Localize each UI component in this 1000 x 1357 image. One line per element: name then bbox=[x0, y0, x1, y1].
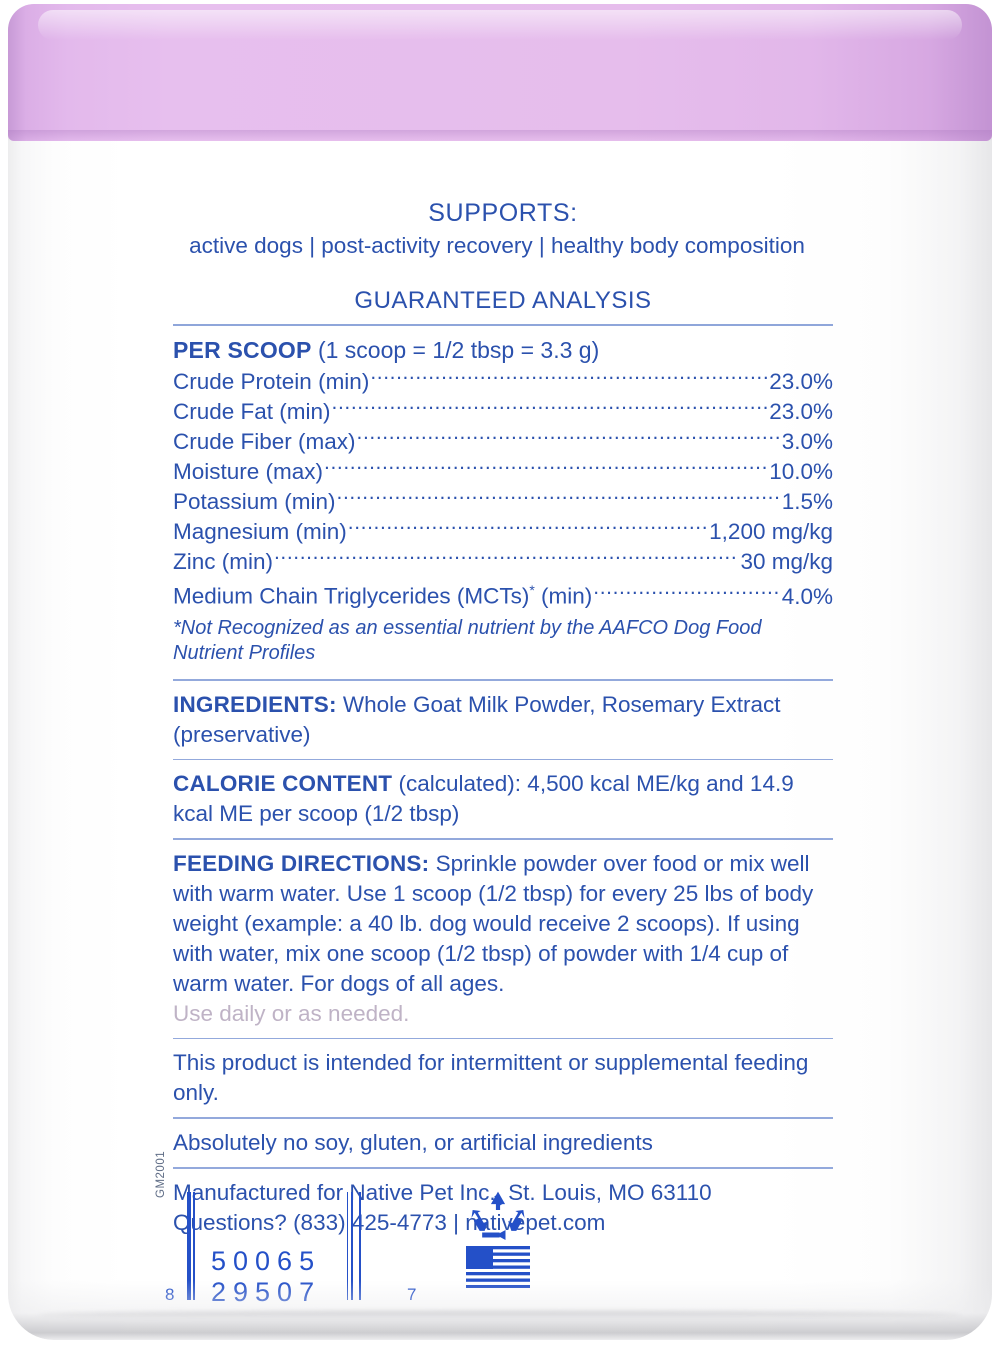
barcode-bar bbox=[187, 1192, 191, 1300]
nutrient-value: 4.0% bbox=[781, 583, 833, 609]
manufacturer-section: Manufactured for Native Pet Inc., St. Lo… bbox=[173, 1169, 833, 1247]
guaranteed-analysis-row: Crude Fat (min) 23.0% bbox=[173, 396, 833, 426]
guaranteed-analysis-row: Magnesium (min) 1,200 mg/kg bbox=[173, 516, 833, 546]
guaranteed-analysis-row: Crude Protein (min) 23.0% bbox=[173, 366, 833, 396]
nutrient-value: 1.5% bbox=[781, 488, 833, 514]
lid-rim-shadow bbox=[8, 130, 992, 141]
feeding-directions-line: FEEDING DIRECTIONS: Sprinkle powder over… bbox=[173, 849, 833, 999]
leader-dots bbox=[274, 546, 739, 569]
feeding-directions-label: FEEDING DIRECTIONS: bbox=[173, 850, 430, 876]
manufacturer-line-2: Questions? (833) 425-4773 | nativepet.co… bbox=[173, 1209, 606, 1235]
container-lid bbox=[8, 4, 992, 141]
nutrient-name: Medium Chain Triglycerides (MCTs)* (min) bbox=[173, 582, 593, 609]
divider-ingredients bbox=[173, 679, 833, 681]
guaranteed-analysis-row: Medium Chain Triglycerides (MCTs)* (min)… bbox=[173, 576, 833, 611]
guaranteed-analysis-row: Potassium (min) 1.5% bbox=[173, 486, 833, 516]
nutrient-footnote-marker: * bbox=[529, 582, 535, 598]
divider-top bbox=[173, 324, 833, 326]
product-label: SUPPORTS: active dogs | post-activity re… bbox=[173, 199, 833, 1247]
intermittent-notice: This product is intended for intermitten… bbox=[173, 1050, 809, 1106]
aafco-footnote: *Not Recognized as an essential nutrient… bbox=[173, 617, 762, 664]
nutrient-name: Crude Fiber (max) bbox=[173, 428, 356, 454]
nutrient-name: Zinc (min) bbox=[173, 548, 273, 574]
leader-dots bbox=[370, 366, 768, 389]
nutrient-value: 1,200 mg/kg bbox=[709, 518, 833, 544]
nutrient-name: Potassium (min) bbox=[173, 488, 336, 514]
recycle-icon bbox=[471, 1191, 525, 1240]
manufacturer-line-1: Manufactured for Native Pet Inc., St. Lo… bbox=[173, 1179, 712, 1205]
intermittent-notice-section: This product is intended for intermitten… bbox=[173, 1039, 833, 1117]
product-container: SUPPORTS: active dogs | post-activity re… bbox=[8, 4, 992, 1340]
per-scoop-line: PER SCOOP (1 scoop = 1/2 tbsp = 3.3 g) bbox=[173, 337, 833, 364]
per-scoop-label: PER SCOOP bbox=[173, 337, 312, 363]
divider-calories bbox=[173, 758, 833, 761]
guaranteed-analysis-row: Crude Fiber (max) 3.0% bbox=[173, 426, 833, 456]
internal-code-label: GM2001 bbox=[155, 1150, 167, 1198]
divider-claim bbox=[173, 1117, 833, 1119]
barcode-bar bbox=[359, 1192, 361, 1300]
nutrient-name: Magnesium (min) bbox=[173, 518, 347, 544]
no-ingredients-claim-section: Absolutely no soy, gluten, or artificial… bbox=[173, 1119, 833, 1167]
calorie-content-line: CALORIE CONTENT (calculated): 4,500 kcal… bbox=[173, 769, 833, 829]
nutrient-value: 10.0% bbox=[769, 458, 833, 484]
nutrient-value: 30 mg/kg bbox=[740, 548, 833, 574]
leader-dots bbox=[348, 516, 708, 539]
guaranteed-analysis-heading: GUARANTEED ANALYSIS bbox=[354, 287, 652, 314]
compliance-icons bbox=[453, 1190, 543, 1288]
calorie-content-text: (calculated): 4,500 kcal ME/kg and 14.9 … bbox=[173, 771, 794, 827]
guaranteed-analysis-section: PER SCOOP (1 scoop = 1/2 tbsp = 3.3 g) C… bbox=[173, 326, 833, 679]
guaranteed-analysis-rows: Crude Protein (min) 23.0% Crude Fat (min) 2… bbox=[173, 366, 833, 611]
barcode-bars bbox=[187, 1192, 513, 1300]
barcode-bar bbox=[193, 1192, 195, 1300]
calorie-content-label: CALORIE CONTENT bbox=[173, 771, 393, 797]
leader-dots bbox=[332, 396, 769, 419]
nutrient-value: 23.0% bbox=[769, 368, 833, 394]
barcode-bar bbox=[346, 1192, 349, 1300]
container-bottom-shadow bbox=[38, 1311, 962, 1318]
ingredients-label: INGREDIENTS: bbox=[173, 691, 337, 717]
nutrient-name: Moisture (max) bbox=[173, 458, 324, 484]
divider-feeding bbox=[173, 838, 833, 840]
divider-intermittent bbox=[173, 1037, 833, 1040]
nutrient-value: 3.0% bbox=[781, 428, 833, 454]
feeding-directions-section: FEEDING DIRECTIONS: Sprinkle powder over… bbox=[173, 840, 833, 1038]
ingredients-line: INGREDIENTS: Whole Goat Milk Powder, Ros… bbox=[173, 690, 833, 750]
calorie-content-section: CALORIE CONTENT (calculated): 4,500 kcal… bbox=[173, 760, 833, 838]
guaranteed-analysis-row: Zinc (min) 30 mg/kg bbox=[173, 546, 833, 576]
ingredients-section: INGREDIENTS: Whole Goat Milk Powder, Ros… bbox=[173, 681, 833, 759]
divider-manufacturer bbox=[173, 1166, 833, 1169]
nutrient-name: Crude Protein (min) bbox=[173, 368, 370, 394]
lid-gloss-highlight bbox=[38, 10, 962, 40]
container-bottom-rim bbox=[8, 1280, 992, 1340]
feeding-directions-faded-line: Use daily or as needed. bbox=[173, 1000, 410, 1026]
leader-dots bbox=[593, 581, 780, 604]
no-ingredients-claim: Absolutely no soy, gluten, or artificial… bbox=[173, 1129, 653, 1155]
nutrient-value: 23.0% bbox=[769, 398, 833, 424]
ingredients-text: Whole Goat Milk Powder, Rosemary Extract… bbox=[173, 691, 781, 747]
leader-dots bbox=[324, 456, 768, 479]
supports-benefits: active dogs | post-activity recovery | h… bbox=[189, 233, 805, 258]
barcode-bar bbox=[351, 1192, 353, 1300]
guaranteed-analysis-row: Moisture (max) 10.0% bbox=[173, 456, 833, 486]
supports-heading: SUPPORTS: bbox=[428, 199, 578, 227]
leader-dots bbox=[357, 426, 781, 449]
leader-dots bbox=[337, 486, 781, 509]
nutrient-name: Crude Fat (min) bbox=[173, 398, 331, 424]
per-scoop-note: (1 scoop = 1/2 tbsp = 3.3 g) bbox=[317, 337, 600, 363]
feeding-directions-text: Sprinkle powder over food or mix well wi… bbox=[173, 850, 814, 996]
